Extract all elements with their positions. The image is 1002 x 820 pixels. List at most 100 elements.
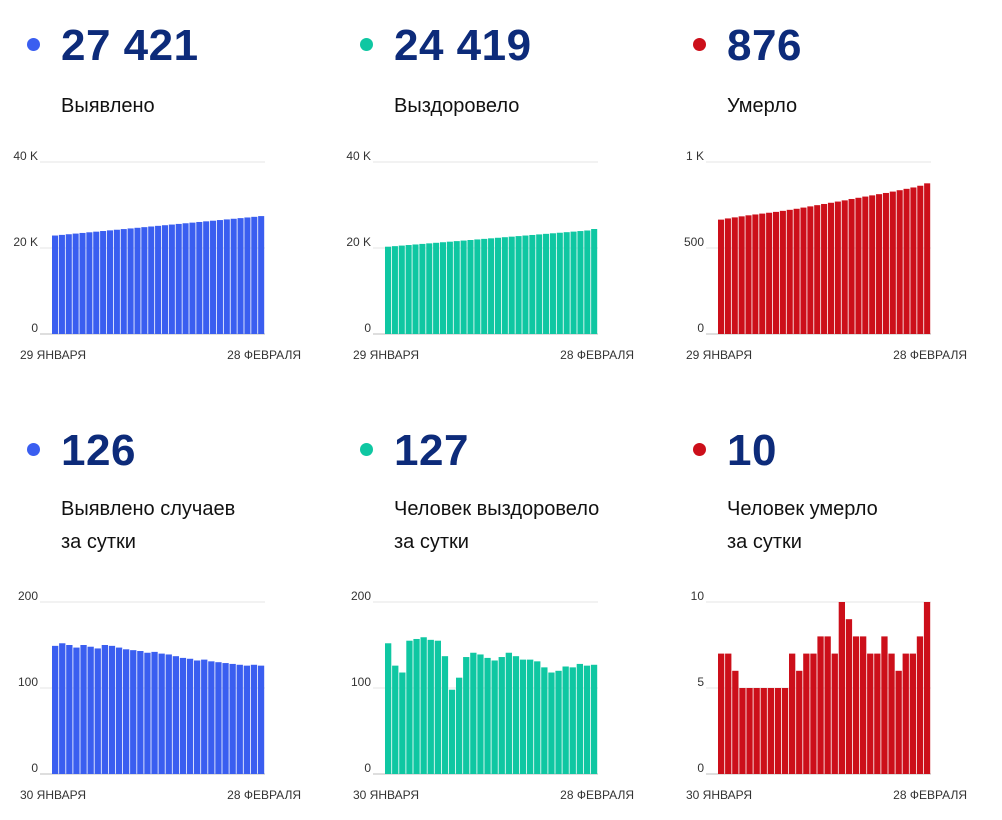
bar	[66, 645, 73, 774]
bar	[434, 640, 441, 774]
bar	[766, 212, 773, 334]
bar	[774, 688, 782, 774]
bar	[902, 653, 909, 774]
bar	[562, 666, 569, 774]
bar	[867, 653, 874, 774]
bar	[406, 640, 413, 774]
bar	[144, 652, 151, 774]
y-tick-label: 200	[351, 589, 371, 603]
bar	[895, 670, 902, 774]
bar	[793, 208, 800, 334]
bar	[789, 653, 796, 774]
bar	[772, 211, 780, 334]
bar	[210, 220, 217, 334]
bar	[79, 232, 86, 334]
bar	[165, 654, 172, 774]
bar	[732, 670, 739, 774]
bar	[536, 234, 543, 334]
bar	[251, 216, 258, 334]
bar	[508, 236, 515, 334]
legend-dot	[27, 443, 40, 456]
metric-label: за сутки	[727, 531, 802, 553]
bar	[555, 670, 562, 774]
bar-chart: 0 500 1 K 29 ЯНВАРЯ 28 ФЕВРАЛЯ	[684, 149, 967, 362]
bar	[576, 663, 583, 774]
bar	[80, 645, 87, 774]
bar	[100, 231, 107, 334]
bar	[148, 226, 155, 334]
bar	[739, 688, 746, 774]
bar	[175, 223, 182, 334]
bar	[745, 215, 752, 334]
bar	[541, 667, 548, 774]
big-number: 27 421	[61, 21, 199, 70]
metric-label: Умерло	[727, 95, 798, 117]
bar	[814, 205, 821, 334]
metric-label: Выявлено случаев	[61, 498, 236, 520]
bar	[731, 217, 738, 334]
bar	[130, 650, 137, 774]
metric-label: Человек умерло	[727, 498, 878, 520]
y-tick-label: 20 K	[13, 235, 38, 249]
bar	[419, 243, 426, 334]
bar	[137, 651, 144, 774]
big-number: 127	[394, 426, 469, 475]
bar	[591, 229, 598, 334]
bar	[810, 653, 817, 774]
panel-total-cases: 27 421 Выявлено 0 20 K 40 K 29 ЯНВАРЯ 28 ФЕВРА…	[0, 0, 320, 400]
y-tick-label: 0	[364, 761, 371, 775]
bar	[106, 230, 114, 334]
bar	[910, 187, 917, 334]
bar	[182, 223, 189, 334]
bar	[72, 233, 79, 334]
bar	[481, 238, 488, 334]
bar-chart: 0 20 K 40 K 29 ЯНВАРЯ 28 ФЕВРАЛЯ	[13, 149, 301, 362]
bar	[529, 234, 536, 334]
bar	[101, 645, 108, 774]
bar	[258, 216, 265, 334]
bar	[244, 217, 251, 334]
bar	[738, 216, 745, 334]
bar	[834, 201, 841, 334]
bar	[86, 232, 93, 334]
bar	[869, 195, 876, 334]
bar	[888, 653, 895, 774]
bar	[237, 218, 244, 334]
bar	[590, 664, 598, 774]
x-start-label: 29 ЯНВАРЯ	[353, 348, 419, 362]
bar	[584, 230, 591, 334]
bar	[385, 246, 392, 334]
bar	[752, 214, 759, 334]
y-tick-label: 10	[691, 589, 705, 603]
bar	[446, 241, 453, 334]
bar-chart: 0 5 10 30 ЯНВАРЯ 28 ФЕВРАЛЯ	[686, 589, 967, 802]
bar	[796, 670, 803, 774]
bar	[760, 688, 767, 774]
bar	[208, 661, 215, 774]
bar	[463, 657, 470, 774]
bar	[158, 653, 165, 774]
bar	[909, 653, 916, 774]
bar	[420, 637, 427, 774]
legend-dot	[693, 443, 706, 456]
big-number: 24 419	[394, 21, 532, 70]
bar	[73, 647, 80, 774]
bar	[821, 203, 828, 334]
x-end-label: 28 ФЕВРАЛЯ	[893, 788, 967, 802]
bar	[391, 246, 398, 334]
bar	[399, 672, 406, 774]
bar	[196, 221, 203, 334]
bar	[577, 231, 584, 334]
bar-chart: 0 100 200 30 ЯНВАРЯ 28 ФЕВРАЛЯ	[18, 589, 301, 802]
bar	[882, 192, 889, 334]
bar	[216, 220, 223, 334]
x-start-label: 30 ЯНВАРЯ	[20, 788, 86, 802]
bar	[441, 656, 449, 774]
bar	[498, 657, 505, 774]
bar	[113, 229, 120, 334]
bar	[59, 643, 66, 774]
y-tick-label: 0	[697, 761, 704, 775]
bar	[230, 218, 237, 334]
bar	[151, 651, 158, 774]
bar	[201, 659, 208, 774]
